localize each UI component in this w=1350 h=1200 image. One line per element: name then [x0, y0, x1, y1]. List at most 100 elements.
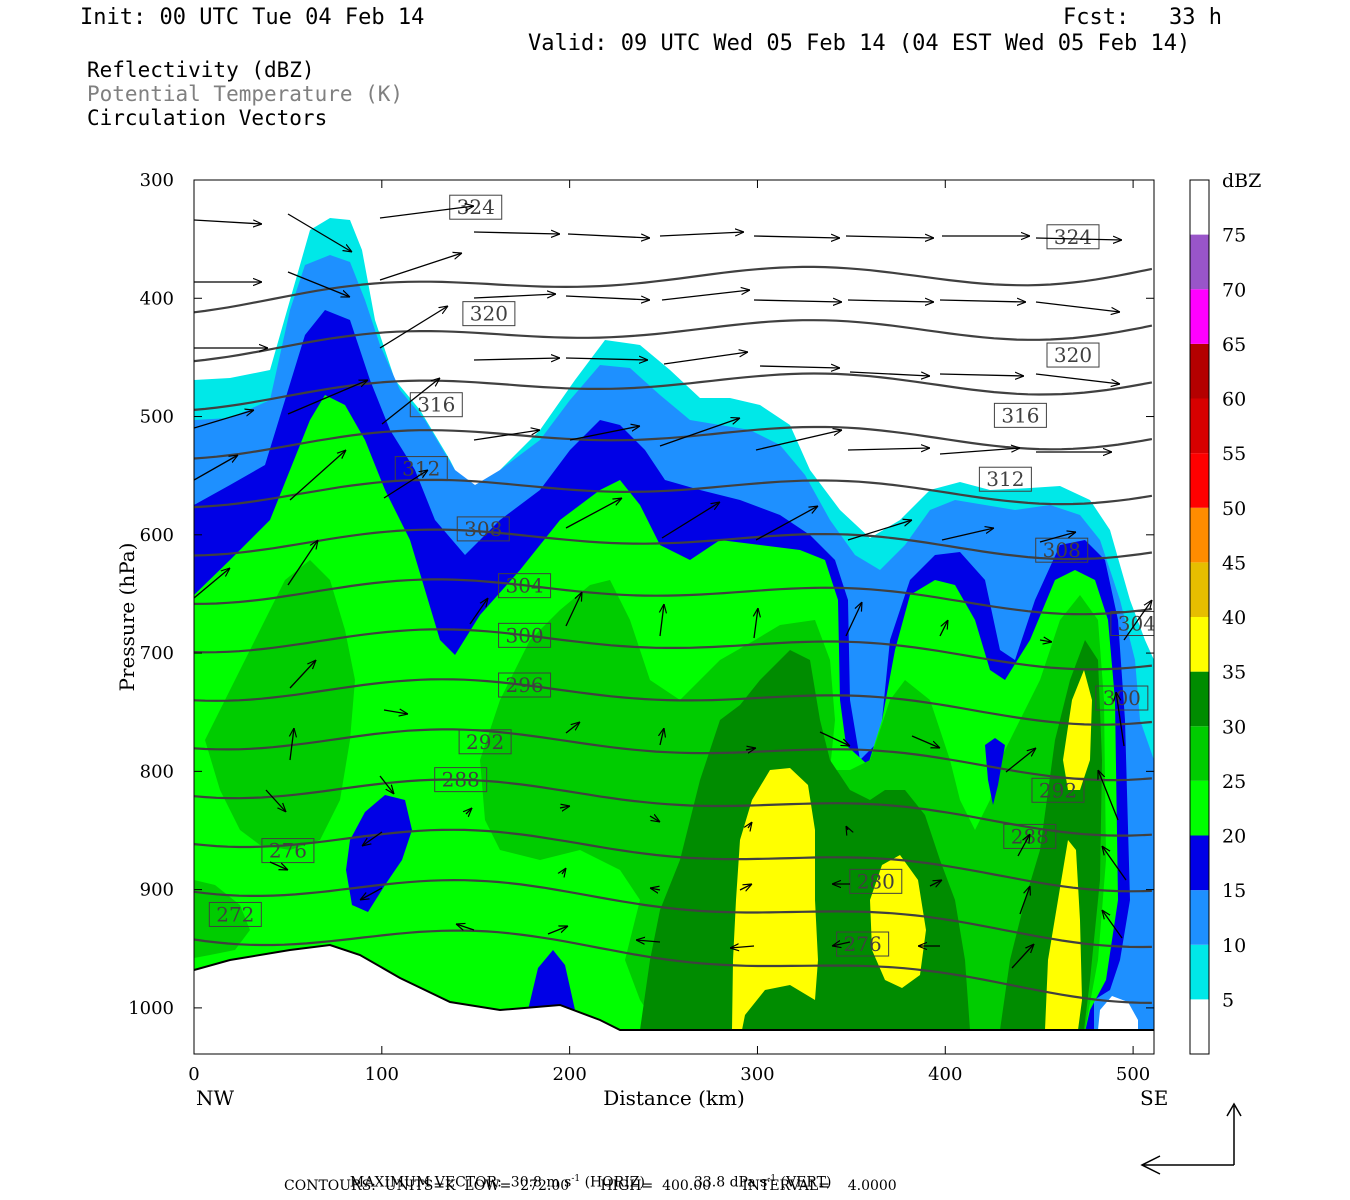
theta-label: 276: [844, 932, 882, 956]
colorbar-swatch: [1190, 343, 1209, 399]
circulation-vector: [730, 946, 755, 948]
max-vector-vert: 33.8 dPa s: [693, 1174, 768, 1191]
circulation-vector: [1035, 238, 1122, 240]
theta-label-box: [978, 466, 1032, 492]
circulation-vector: [1017, 834, 1030, 857]
circulation-vector: [1123, 600, 1152, 641]
theta-line: [194, 678, 1152, 726]
theta-line: [194, 778, 1152, 837]
horiz-unit: (HORIZ): [584, 1174, 645, 1191]
circulation-vector: [845, 602, 862, 637]
theta-label: 316: [417, 393, 455, 417]
circulation-vector: [569, 426, 640, 441]
theta-label: 312: [986, 467, 1024, 491]
colorbar-label: 40: [1222, 607, 1246, 629]
circulation-vector: [748, 822, 752, 828]
refl-15-blob-c: [985, 738, 1005, 805]
circulation-vector: [753, 236, 840, 238]
circulation-vector: [661, 502, 720, 539]
colorbar-swatch: [1190, 617, 1209, 672]
x-end-label-right: SE: [1140, 1086, 1168, 1110]
theta-label: 304: [1118, 612, 1156, 636]
circulation-vector: [287, 271, 350, 298]
circulation-vectors: [194, 206, 1152, 969]
circulation-vector: [383, 470, 428, 499]
circulation-vector: [636, 940, 661, 942]
colorbar-label: 25: [1222, 771, 1246, 793]
circulation-vector: [753, 300, 842, 302]
theta-label-box: [449, 194, 503, 220]
circulation-vector: [562, 868, 566, 874]
colorbar-swatch: [1190, 890, 1209, 945]
circulation-vector: [289, 450, 346, 501]
circulation-vector: [1116, 692, 1125, 747]
plot-frame: [193, 179, 1155, 1055]
y-tick-label: 700: [140, 643, 174, 664]
circulation-vector: [473, 232, 560, 234]
theta-label: 276: [269, 839, 307, 863]
colorbar-swatch: [1190, 398, 1209, 454]
circulation-vector: [739, 884, 752, 890]
theta-label-box: [1046, 224, 1100, 250]
colorbar-swatch: [1190, 726, 1209, 781]
circulation-vector: [759, 366, 840, 368]
circulation-vector: [1102, 910, 1123, 939]
circulation-vector: [1011, 944, 1034, 969]
theta-label: 300: [1103, 686, 1141, 710]
circulation-vector: [1005, 748, 1036, 773]
circulation-vector: [1039, 640, 1052, 642]
theta-label-box: [498, 573, 552, 599]
y-tick-label: 900: [140, 880, 174, 901]
circulation-vector: [360, 887, 383, 900]
circulation-vector: [473, 294, 556, 299]
colorbar-swatch: [1190, 780, 1209, 836]
circulation-vector: [847, 448, 930, 450]
field-theta: Potential Temperature (K): [87, 82, 404, 106]
refl-25-region-c: [194, 880, 250, 958]
circulation-vector: [290, 728, 294, 761]
theta-label: 272: [216, 902, 254, 926]
colorbar-label: 10: [1222, 935, 1246, 957]
reference-vector-icon: [1140, 1102, 1242, 1175]
circulation-vector: [1102, 846, 1127, 881]
circulation-vector: [469, 598, 488, 625]
colorbar-label: 55: [1222, 443, 1246, 465]
circulation-vector: [565, 498, 622, 529]
colorbar-swatch: [1190, 234, 1209, 290]
circulation-vector: [456, 924, 475, 930]
field-reflectivity: Reflectivity (dBZ): [87, 58, 315, 82]
theta-label-box: [1046, 342, 1100, 368]
circulation-vector: [194, 568, 230, 599]
theta-line: [194, 372, 1153, 411]
valid-time: Valid: 09 UTC Wed 05 Feb 14 (04 EST Wed …: [528, 31, 1191, 56]
forecast-hour: Fcst: 33 h: [1063, 5, 1222, 30]
theta-line: [194, 828, 1152, 893]
x-tick-label: 300: [740, 1064, 774, 1085]
circulation-vector: [547, 925, 568, 935]
circulation-vector: [659, 232, 744, 237]
theta-label: 300: [505, 623, 543, 647]
circulation-vector: [565, 722, 580, 734]
theta-line: [194, 478, 1153, 509]
theta-label-box: [1003, 823, 1057, 849]
colorbar-label: 30: [1222, 716, 1246, 738]
x-tick-label: 0: [188, 1064, 199, 1085]
theta-label: 304: [505, 574, 543, 598]
colorbar-label: 5: [1222, 989, 1234, 1011]
theta-label-box: [993, 402, 1047, 428]
axes: 0 100 200 300 400 500 300 400 500 600 700 800 900 100…: [128, 170, 1154, 1085]
x-tick-label: 400: [928, 1064, 962, 1085]
theta-line: [194, 425, 1153, 460]
circulation-vector: [846, 826, 848, 830]
circulation-vector: [379, 253, 462, 281]
circulation-vector: [1035, 373, 1120, 384]
max-vector-horiz: 30.8 m s: [510, 1174, 572, 1191]
theta-label-box: [1110, 611, 1154, 637]
x-axis-title: Distance (km): [603, 1086, 745, 1110]
vert-exponent: -1: [767, 1174, 777, 1184]
colorbar-label: 15: [1222, 880, 1246, 902]
circulation-vector: [849, 371, 930, 376]
circulation-vector: [660, 604, 664, 637]
refl-25-region-a: [205, 560, 355, 850]
max-vector-label: MAXIMUM VECTOR:: [349, 1174, 502, 1191]
